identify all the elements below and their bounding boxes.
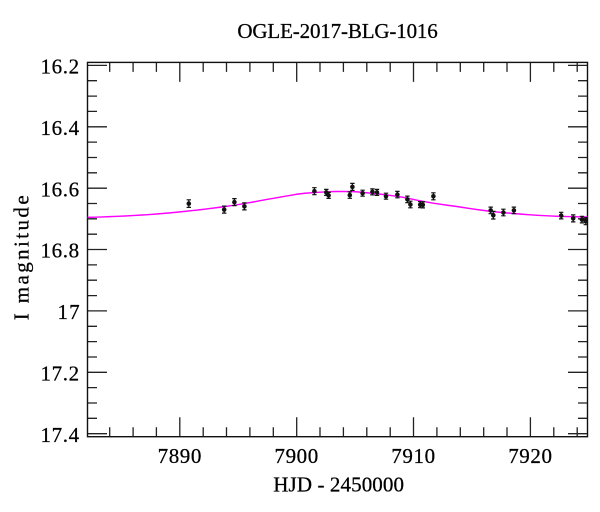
- svg-text:OGLE-2017-BLG-1016: OGLE-2017-BLG-1016: [237, 19, 437, 43]
- svg-text:16.2: 16.2: [41, 55, 80, 79]
- svg-text:17.4: 17.4: [41, 423, 80, 447]
- svg-text:7910: 7910: [391, 444, 435, 468]
- svg-text:17.2: 17.2: [41, 362, 80, 386]
- svg-text:17: 17: [57, 300, 80, 324]
- svg-text:16.6: 16.6: [41, 177, 80, 201]
- svg-text:7890: 7890: [158, 444, 202, 468]
- svg-text:16.8: 16.8: [41, 239, 80, 263]
- svg-text:16.4: 16.4: [41, 116, 80, 140]
- svg-text:7900: 7900: [274, 444, 318, 468]
- svg-text:7920: 7920: [508, 444, 552, 468]
- svg-text:HJD - 2450000: HJD - 2450000: [273, 473, 404, 497]
- svg-text:I magnitude: I magnitude: [9, 193, 33, 320]
